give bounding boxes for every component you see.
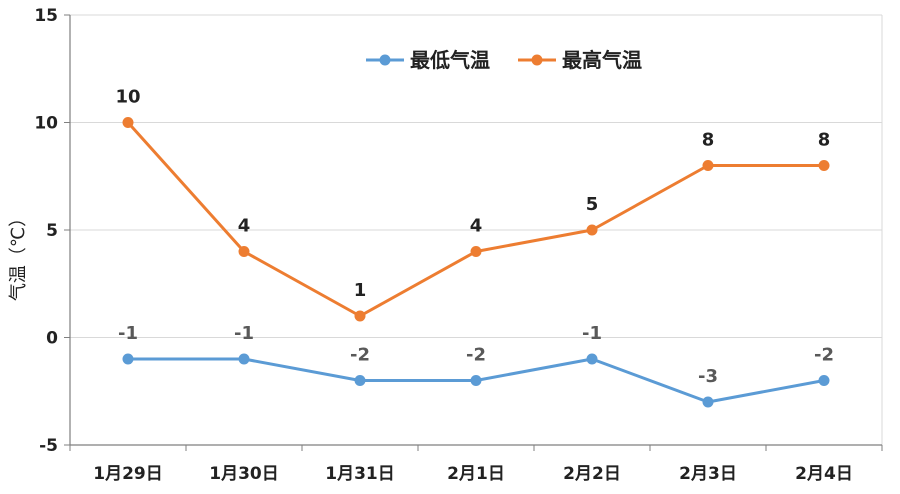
y-tick-label: 0 (46, 329, 58, 349)
y-tick-label: 15 (34, 6, 58, 26)
y-tick-label: 10 (34, 114, 58, 134)
data-label: 8 (702, 130, 715, 151)
data-point (238, 246, 250, 257)
data-point (470, 246, 482, 257)
x-tick-label: 1月31日 (325, 464, 395, 484)
data-point (702, 396, 714, 408)
data-label: -1 (118, 323, 138, 344)
data-point (586, 224, 598, 236)
data-point (354, 375, 366, 386)
series-min-temp: -1 -1 -2 -2 -1 -3 -2 (118, 323, 834, 408)
legend-item: 最高气温 (518, 48, 642, 72)
legend-item: 最低气温 (366, 48, 490, 72)
data-label: -3 (698, 366, 718, 387)
x-tick-label: 1月29日 (93, 464, 163, 484)
data-label: -1 (582, 323, 602, 344)
data-point (470, 375, 482, 386)
data-label: 1 (354, 280, 367, 301)
data-point (586, 353, 598, 365)
grid-lines (70, 14, 883, 445)
x-tick-label: 2月1日 (447, 464, 505, 484)
y-axis-title: 气温（℃） (8, 209, 29, 301)
data-label: -2 (350, 345, 370, 366)
data-point (122, 353, 134, 365)
legend-swatch-marker (531, 54, 543, 66)
y-tick-label: -5 (39, 436, 58, 456)
legend: 最低气温 最高气温 (366, 48, 642, 72)
x-tick-labels: 1月29日 1月30日 1月31日 2月1日 2月2日 2月3日 2月4日 (69, 445, 883, 484)
x-tick-label: 1月30日 (209, 464, 279, 484)
legend-label: 最低气温 (410, 48, 490, 72)
y-tick-label: 5 (46, 221, 58, 241)
x-tick-label: 2月3日 (679, 464, 737, 484)
x-tick-label: 2月4日 (795, 464, 853, 484)
data-point (702, 160, 714, 171)
data-point (354, 310, 366, 322)
data-point (818, 375, 830, 386)
data-point (238, 353, 250, 365)
legend-label: 最高气温 (562, 48, 642, 72)
data-point (818, 160, 830, 171)
data-label: 8 (818, 130, 831, 151)
data-label: 10 (115, 87, 140, 108)
data-label: -2 (814, 345, 834, 366)
data-label: 4 (238, 216, 251, 237)
data-label: -2 (466, 345, 486, 366)
data-label: -1 (234, 323, 254, 344)
series-max-temp: 10 4 1 4 5 8 8 (115, 87, 830, 322)
x-tick-label: 2月2日 (563, 464, 621, 484)
legend-swatch-marker (379, 54, 391, 66)
data-label: 4 (470, 216, 483, 237)
data-point (122, 117, 134, 128)
series: -1 -1 -2 -2 -1 -3 -2 10 4 1 4 5 8 8 (115, 87, 834, 408)
y-tick-labels: -5 0 5 10 15 (34, 6, 70, 456)
data-label: 5 (586, 194, 599, 215)
